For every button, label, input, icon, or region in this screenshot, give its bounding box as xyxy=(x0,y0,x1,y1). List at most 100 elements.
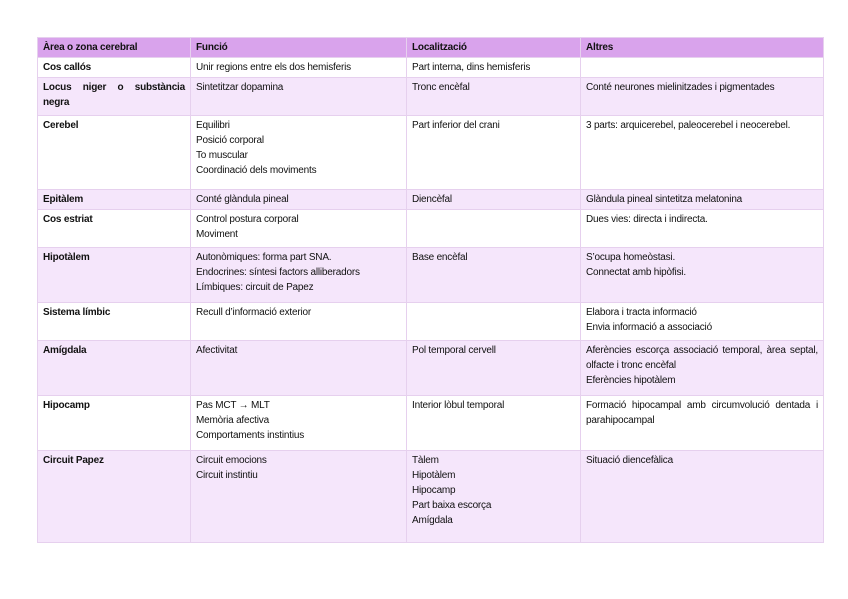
cell-text: Hipocamp xyxy=(43,400,90,411)
table-cell: Circuit emocions Circuit instintiu xyxy=(190,450,407,543)
table-row: Epitàlem Conté glàndula pineal Diencèfal Gl… xyxy=(37,189,824,210)
header-cell: Funció xyxy=(190,37,407,58)
cell-text: Formació hipocampal amb circumvolució de… xyxy=(586,400,818,426)
cell-text: Conté glàndula pineal xyxy=(196,194,289,205)
cell-text: Sistema límbic xyxy=(43,307,111,318)
document: Àrea o zona cerebral Funció Localització Al… xyxy=(37,37,824,543)
table-cell: Glàndula pineal sintetitza melatonina xyxy=(580,189,824,210)
cell-text: Sintetitzar dopamina xyxy=(196,82,284,93)
table-cell: Tàlem Hipotàlem Hipocamp Part baixa escorça… xyxy=(406,450,581,543)
header-cell: Àrea o zona cerebral xyxy=(37,37,191,58)
cell-text: Circuit Papez xyxy=(43,455,104,466)
table-cell: Part interna, dins hemisferis xyxy=(406,57,581,78)
cell-text: Amígdala xyxy=(43,345,87,356)
cell-text: Autonòmiques: forma part SNA. xyxy=(196,252,332,263)
cell-text: Afectivitat xyxy=(196,345,238,356)
table-cell xyxy=(406,209,581,248)
cell-text: Moviment xyxy=(196,229,238,240)
table-row: Cos estriat Control postura corporal Movim… xyxy=(37,209,824,248)
cell-text: Part baixa escorça xyxy=(412,500,492,511)
cell-text: Pol temporal cervell xyxy=(412,345,496,356)
cell-text: Situació diencefàlica xyxy=(586,455,673,466)
table-cell: Control postura corporal Moviment xyxy=(190,209,407,248)
cell-text: Circuit instintiu xyxy=(196,470,258,481)
table-cell: Situació diencefàlica xyxy=(580,450,824,543)
cell-text: Circuit emocions xyxy=(196,455,267,466)
table: Àrea o zona cerebral Funció Localització Al… xyxy=(37,37,824,543)
cell-text: 3 parts: arquicerebel, paleocerebel i ne… xyxy=(586,120,791,131)
cell-text: Connectat amb hipòfisi. xyxy=(586,267,686,278)
cell-text: Unir regions entre els dos hemisferis xyxy=(196,62,351,73)
cell-text: Aferències escorça associació temporal, … xyxy=(586,345,818,371)
table-cell: Interior lòbul temporal xyxy=(406,395,581,451)
cell-text: Coordinació dels moviments xyxy=(196,165,317,176)
table-row: Hipocamp Pas MCT → MLT Memòria afectiva Com… xyxy=(37,395,824,451)
table-cell: Afectivitat xyxy=(190,340,407,396)
table-cell: Base encèfal xyxy=(406,247,581,303)
cell-text: Control postura corporal xyxy=(196,214,299,225)
cell-text: Límbiques: circuit de Papez xyxy=(196,282,314,293)
table-cell: S’ocupa homeòstasi. Connectat amb hipòfis… xyxy=(580,247,824,303)
cell-text: Tàlem xyxy=(412,455,439,466)
cell-text: Tronc encèfal xyxy=(412,82,470,93)
cell-text: Hipocamp xyxy=(412,485,456,496)
cell-text: Amígdala xyxy=(412,515,453,526)
table-cell: Hipotàlem xyxy=(37,247,191,303)
table-cell xyxy=(406,302,581,341)
header-cell: Localització xyxy=(406,37,581,58)
cell-text: Interior lòbul temporal xyxy=(412,400,505,411)
cell-text: Envia informació a associació xyxy=(586,322,712,333)
table-cell: Sintetitzar dopamina xyxy=(190,77,407,116)
table-cell: Unir regions entre els dos hemisferis xyxy=(190,57,407,78)
table-cell: Dues vies: directa i indirecta. xyxy=(580,209,824,248)
header-row: Àrea o zona cerebral Funció Localització Al… xyxy=(37,37,824,58)
table-cell: Cos estriat xyxy=(37,209,191,248)
cell-text: Glàndula pineal sintetitza melatonina xyxy=(586,194,743,205)
cell-text: Equilibri xyxy=(196,120,230,131)
table-cell xyxy=(580,57,824,78)
cell-text: Hipotàlem xyxy=(43,252,90,263)
cell-text: Cerebel xyxy=(43,120,79,131)
table-cell: Diencèfal xyxy=(406,189,581,210)
cell-text: Cos callós xyxy=(43,62,92,73)
table-row: Circuit Papez Circuit emocions Circuit ins… xyxy=(37,450,824,543)
cell-text: Base encèfal xyxy=(412,252,468,263)
table-cell: Elabora i tracta informació Envia informa… xyxy=(580,302,824,341)
table-row: Amígdala Afectivitat Pol temporal cervell A… xyxy=(37,340,824,396)
table-row: Cerebel Equilibri Posició corporal To muscu… xyxy=(37,115,824,190)
table-cell: Hipocamp xyxy=(37,395,191,451)
table-cell: Part inferior del crani xyxy=(406,115,581,190)
table-cell: Equilibri Posició corporal To muscular Coor… xyxy=(190,115,407,190)
table-cell: Recull d’informació exterior xyxy=(190,302,407,341)
cell-text: Dues vies: directa i indirecta. xyxy=(586,214,708,225)
table-cell: Formació hipocampal amb circumvolució de… xyxy=(580,395,824,451)
table-cell: Pol temporal cervell xyxy=(406,340,581,396)
table-cell: Cos callós xyxy=(37,57,191,78)
cell-text: Cos estriat xyxy=(43,214,93,225)
table-cell: Circuit Papez xyxy=(37,450,191,543)
cell-text: Posició corporal xyxy=(196,135,264,146)
table-row: Hipotàlem Autonòmiques: forma part SNA. En… xyxy=(37,247,824,303)
cell-text: Hipotàlem xyxy=(412,470,456,481)
table-cell: Aferències escorça associació temporal, … xyxy=(580,340,824,396)
table-row: Sistema límbic Recull d’informació exteri… xyxy=(37,302,824,341)
table-cell: Amígdala xyxy=(37,340,191,396)
cell-text: Memòria afectiva xyxy=(196,415,269,426)
table-cell: Locus niger o substància negra xyxy=(37,77,191,116)
cell-text: Elabora i tracta informació xyxy=(586,307,697,318)
cell-text: Part inferior del crani xyxy=(412,120,500,131)
cell-text: Eferències hipotàlem xyxy=(586,375,676,386)
cell-text: Diencèfal xyxy=(412,194,452,205)
table-cell: Epitàlem xyxy=(37,189,191,210)
table-cell: 3 parts: arquicerebel, paleocerebel i ne… xyxy=(580,115,824,190)
cell-text: Endocrines: síntesi factors alliberadors xyxy=(196,267,360,278)
table-row: Locus niger o substància negra Sintetitza… xyxy=(37,77,824,116)
cell-text: Conté neurones mielinitzades i pigmentad… xyxy=(586,82,775,93)
table-cell: Tronc encèfal xyxy=(406,77,581,116)
cell-text: Pas MCT → MLT xyxy=(196,400,270,411)
table-cell: Pas MCT → MLT Memòria afectiva Comportamen… xyxy=(190,395,407,451)
cell-text: Epitàlem xyxy=(43,194,84,205)
table-cell: Cerebel xyxy=(37,115,191,190)
table-cell: Sistema límbic xyxy=(37,302,191,341)
cell-text: To muscular xyxy=(196,150,248,161)
